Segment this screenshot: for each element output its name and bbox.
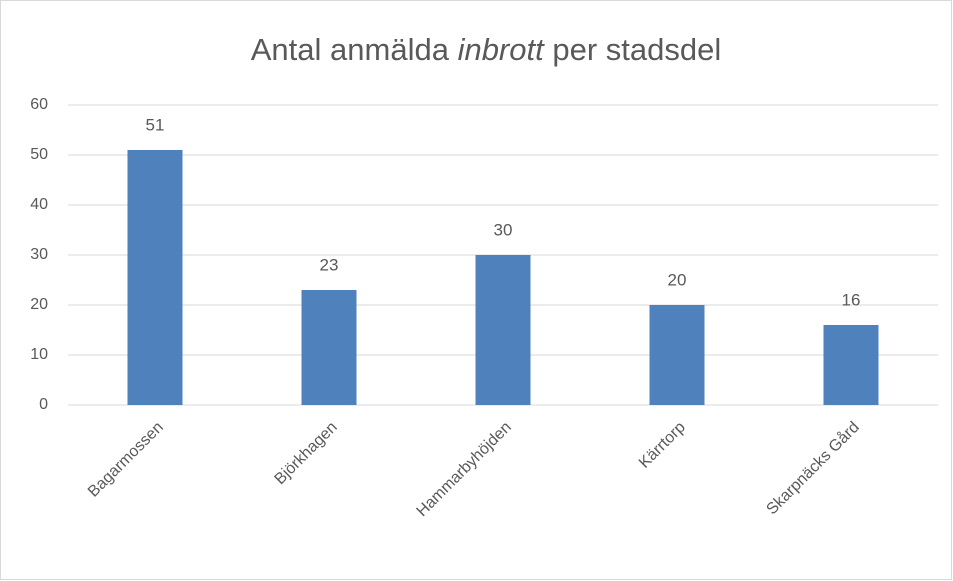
data-label: 20 <box>668 270 687 289</box>
y-tick-label: 60 <box>30 96 48 113</box>
bar <box>127 150 183 405</box>
y-tick-label: 50 <box>30 146 48 163</box>
y-tick-label: 20 <box>30 296 48 313</box>
data-label: 16 <box>842 290 861 309</box>
title-part: per stadsdel <box>552 32 721 67</box>
data-label: 30 <box>494 220 513 239</box>
title-part: inbrott <box>458 32 546 67</box>
y-tick-label: 10 <box>30 346 48 363</box>
bar <box>823 325 879 405</box>
bar <box>475 255 531 405</box>
data-label: 51 <box>146 115 165 134</box>
bar <box>649 305 705 405</box>
y-tick-label: 30 <box>30 246 48 263</box>
data-label: 23 <box>320 255 339 274</box>
chart-title: Antal anmälda inbrott per stadsdel <box>251 32 722 67</box>
title-part: Antal anmälda <box>251 32 450 67</box>
y-tick-label: 0 <box>39 396 48 413</box>
y-tick-label: 40 <box>30 196 48 213</box>
bar <box>301 290 357 405</box>
